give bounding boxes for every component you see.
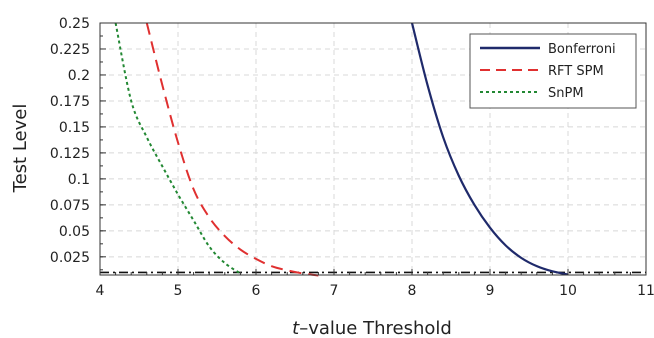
legend-label-rft-spm: RFT SPM xyxy=(548,64,604,79)
plot-frame xyxy=(99,22,647,276)
y-tick-label: 0.125 xyxy=(50,146,90,162)
y-tick-labels: 0.025 0.05 0.075 0.1 0.125 0.15 0.175 0.2 0.225 0… xyxy=(50,16,90,266)
x-tick-label: 6 xyxy=(252,283,261,299)
y-tick-label: 0.175 xyxy=(50,94,90,110)
legend: Bonferroni RFT SPM SnPM xyxy=(469,33,637,109)
x-tick-label: 10 xyxy=(559,283,577,299)
y-tick-label: 0.075 xyxy=(50,198,90,214)
plot-series xyxy=(100,22,646,277)
y-tick-label: 0.05 xyxy=(59,224,90,240)
series-line-rft-spm xyxy=(145,22,319,277)
x-tick-label: 9 xyxy=(486,283,495,299)
x-tick-label: 7 xyxy=(330,283,339,299)
y-tick-label: 0.25 xyxy=(59,16,90,32)
y-tick-label: 0.15 xyxy=(59,120,90,136)
y-tick-label: 0.1 xyxy=(68,172,90,188)
series-line-bonferroni xyxy=(410,22,569,276)
x-tick-label: 4 xyxy=(96,283,105,299)
minor-ticks xyxy=(99,22,647,275)
x-tick-label: 11 xyxy=(637,283,654,299)
legend-label-snpm: SnPM xyxy=(548,86,584,101)
y-tick-label: 0.2 xyxy=(68,68,90,84)
x-tick-label: 5 xyxy=(174,283,183,299)
y-tick-label: 0.025 xyxy=(50,250,90,266)
x-tick-label: 8 xyxy=(408,283,417,299)
legend-label-bonferroni: Bonferroni xyxy=(548,42,616,57)
y-axis-label: Test Level xyxy=(10,104,31,194)
x-tick-labels: 4 5 6 7 8 9 10 11 xyxy=(96,283,654,299)
y-tick-label: 0.225 xyxy=(50,42,90,58)
x-axis-label: t–value Threshold xyxy=(292,318,452,338)
